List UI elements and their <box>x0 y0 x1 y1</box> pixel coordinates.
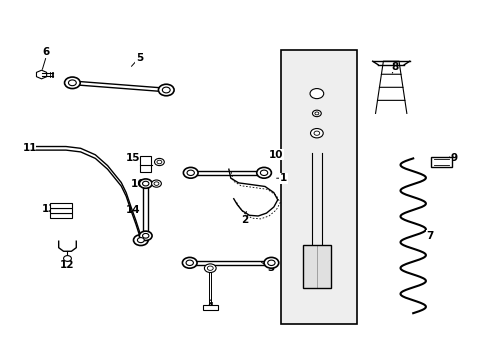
Circle shape <box>142 234 148 238</box>
Circle shape <box>162 87 170 93</box>
Text: 8: 8 <box>391 62 398 72</box>
Text: 11: 11 <box>23 143 38 153</box>
Bar <box>430 157 451 167</box>
Text: 3: 3 <box>267 263 274 273</box>
Circle shape <box>260 170 267 175</box>
Circle shape <box>312 110 321 117</box>
Bar <box>50 213 72 218</box>
Text: 7: 7 <box>426 231 433 241</box>
Circle shape <box>139 179 152 188</box>
Circle shape <box>154 158 164 166</box>
Bar <box>203 305 217 310</box>
Circle shape <box>313 131 319 135</box>
Bar <box>50 203 72 208</box>
Text: 10: 10 <box>268 150 283 160</box>
Bar <box>140 156 150 172</box>
Bar <box>303 245 330 288</box>
Circle shape <box>157 160 162 164</box>
Circle shape <box>314 112 318 115</box>
Polygon shape <box>37 70 46 79</box>
Text: 4: 4 <box>206 302 214 312</box>
Circle shape <box>207 266 213 270</box>
Circle shape <box>183 167 198 178</box>
Text: 15: 15 <box>125 153 140 163</box>
Text: 9: 9 <box>449 153 456 163</box>
Circle shape <box>256 167 271 178</box>
Circle shape <box>185 260 193 266</box>
Circle shape <box>204 264 216 273</box>
Circle shape <box>154 182 159 185</box>
Circle shape <box>137 238 144 243</box>
Text: 6: 6 <box>43 47 50 57</box>
Text: 2: 2 <box>241 215 247 225</box>
Circle shape <box>139 231 152 240</box>
Circle shape <box>264 257 278 268</box>
Text: 14: 14 <box>125 204 140 215</box>
Circle shape <box>63 256 71 261</box>
Circle shape <box>133 235 148 246</box>
Circle shape <box>309 89 323 99</box>
Bar <box>50 208 72 213</box>
Circle shape <box>310 129 323 138</box>
Circle shape <box>64 77 80 89</box>
Circle shape <box>68 80 76 86</box>
Text: 5: 5 <box>136 53 142 63</box>
Text: 12: 12 <box>60 260 75 270</box>
Circle shape <box>267 260 274 266</box>
Circle shape <box>186 170 194 175</box>
Text: 16: 16 <box>130 179 145 189</box>
Circle shape <box>151 180 161 187</box>
Circle shape <box>158 84 174 96</box>
Text: 13: 13 <box>41 204 56 214</box>
Text: 1: 1 <box>280 173 286 183</box>
Bar <box>281 50 356 324</box>
Circle shape <box>182 257 197 268</box>
Circle shape <box>142 181 148 186</box>
